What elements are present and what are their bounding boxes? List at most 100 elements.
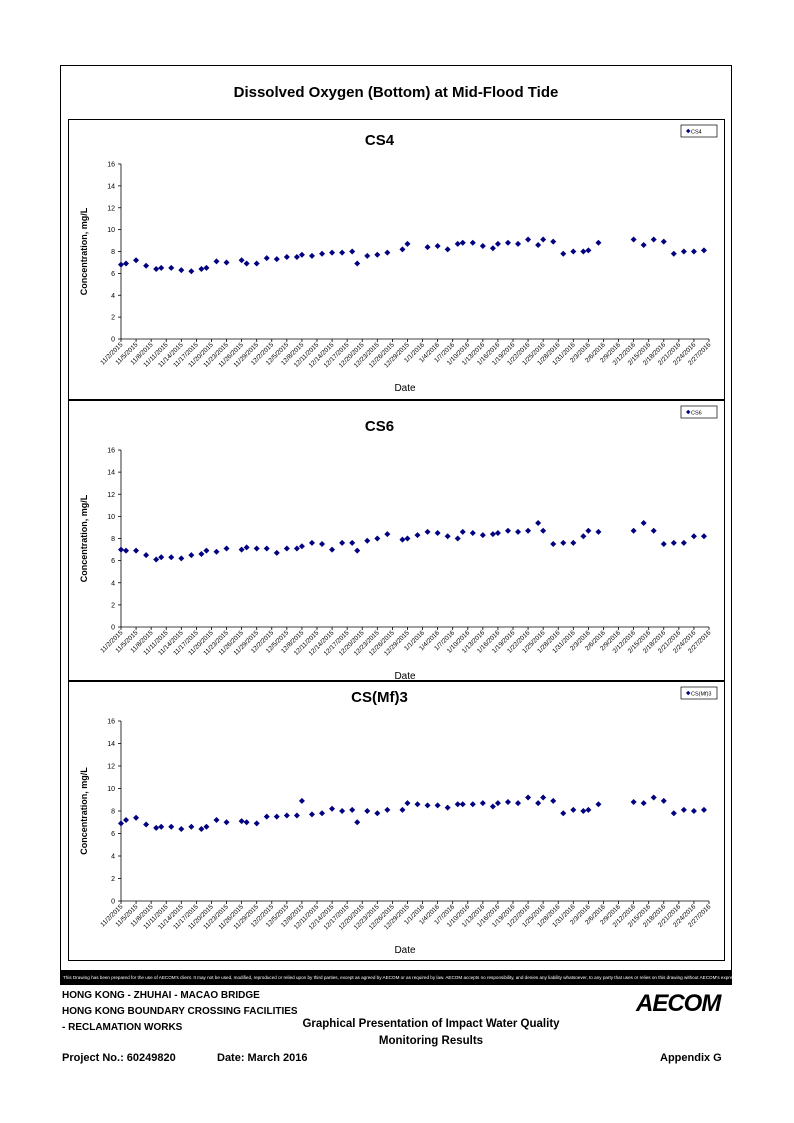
data-point xyxy=(263,255,270,262)
data-point xyxy=(700,806,707,813)
data-point xyxy=(158,264,165,271)
y-tick-label: 8 xyxy=(111,536,115,543)
data-point xyxy=(118,261,124,268)
chart-legend: CS(Mf)3 xyxy=(680,686,718,700)
data-point xyxy=(515,800,522,807)
data-point xyxy=(650,527,657,534)
data-point xyxy=(399,806,406,813)
y-tick-label: 0 xyxy=(111,337,115,344)
data-point xyxy=(535,241,542,248)
data-point xyxy=(700,247,707,254)
data-point xyxy=(424,244,431,251)
data-point xyxy=(298,797,305,804)
data-point xyxy=(690,248,697,255)
data-point xyxy=(374,810,381,817)
data-point xyxy=(168,823,175,830)
legend-box xyxy=(680,686,718,700)
data-point xyxy=(434,243,441,250)
y-tick-label: 14 xyxy=(107,470,115,477)
data-point xyxy=(364,808,371,814)
legend-marker xyxy=(686,409,691,415)
aecom-logo: AECOM xyxy=(636,990,721,1017)
data-point xyxy=(349,248,356,255)
data-point xyxy=(354,819,361,826)
data-point xyxy=(444,246,451,253)
data-point xyxy=(630,236,637,243)
data-point xyxy=(153,556,160,563)
footer-date: Date: March 2016 xyxy=(217,1052,308,1064)
data-point xyxy=(349,539,356,546)
data-point xyxy=(515,240,522,247)
data-point xyxy=(298,543,305,550)
data-point xyxy=(479,532,486,539)
data-point xyxy=(374,251,381,258)
data-point xyxy=(178,555,185,562)
data-point xyxy=(143,262,150,269)
data-point xyxy=(253,545,260,552)
data-point xyxy=(540,527,547,534)
data-point xyxy=(454,240,461,247)
data-point xyxy=(560,539,567,546)
y-tick-label: 12 xyxy=(107,764,115,771)
data-point xyxy=(525,236,532,243)
chart-legend: CS4 xyxy=(680,124,718,138)
footer-project-number: Project No.: 60249820 xyxy=(62,1052,176,1064)
data-point xyxy=(339,249,346,256)
chart-title: CS6 xyxy=(365,418,394,435)
data-point xyxy=(308,252,315,259)
data-point xyxy=(535,800,542,807)
data-point xyxy=(223,819,230,826)
data-point xyxy=(123,547,130,554)
data-point xyxy=(399,246,406,253)
chart-svg: CS(Mf)3 CS(Mf)3 0 2 4 6 8 10 12 14 16 Concentration… xyxy=(79,686,718,956)
data-point xyxy=(188,552,195,559)
y-tick-label: 12 xyxy=(107,492,115,499)
data-point xyxy=(404,800,411,807)
drawing-frame: Dissolved Oxygen (Bottom) at Mid-Flood T… xyxy=(60,65,732,971)
data-point xyxy=(243,260,250,267)
data-point xyxy=(158,554,165,561)
data-point xyxy=(253,260,260,267)
data-point xyxy=(680,806,687,813)
legend-label: CS(Mf)3 xyxy=(691,692,711,698)
data-point xyxy=(479,800,486,807)
data-point xyxy=(133,547,140,554)
data-point xyxy=(515,528,522,535)
legend-marker xyxy=(686,690,691,696)
data-point xyxy=(570,539,577,546)
data-point xyxy=(213,258,220,265)
data-point xyxy=(384,806,391,813)
data-point xyxy=(670,539,677,546)
footer-project-line2: HONG KONG BOUNDARY CROSSING FACILITIES xyxy=(62,1006,298,1017)
y-tick-label: 14 xyxy=(107,741,115,748)
data-point xyxy=(283,545,290,552)
data-point xyxy=(133,257,140,264)
data-point xyxy=(570,248,577,255)
data-point xyxy=(158,823,165,830)
data-point xyxy=(153,266,160,272)
data-point xyxy=(198,550,205,557)
data-point xyxy=(319,250,326,257)
data-point xyxy=(585,806,592,813)
data-point xyxy=(540,236,547,243)
data-point xyxy=(489,245,496,252)
data-point xyxy=(238,257,245,264)
x-axis-label: Date xyxy=(394,383,416,394)
data-point xyxy=(680,248,687,255)
data-point xyxy=(650,794,657,801)
data-point xyxy=(354,260,361,267)
y-tick-label: 2 xyxy=(111,602,115,609)
y-tick-label: 10 xyxy=(107,514,115,521)
footer-report-title-line2: Monitoring Results xyxy=(378,1035,484,1047)
y-tick-label: 12 xyxy=(107,205,115,212)
data-point xyxy=(168,554,175,561)
data-point xyxy=(168,264,175,271)
y-axis-label: Concentration, mg/L xyxy=(79,767,89,855)
data-point xyxy=(585,247,592,254)
data-point xyxy=(203,823,210,830)
data-point xyxy=(213,817,220,823)
data-point xyxy=(459,239,466,246)
data-point xyxy=(329,546,336,553)
data-point xyxy=(660,238,667,245)
